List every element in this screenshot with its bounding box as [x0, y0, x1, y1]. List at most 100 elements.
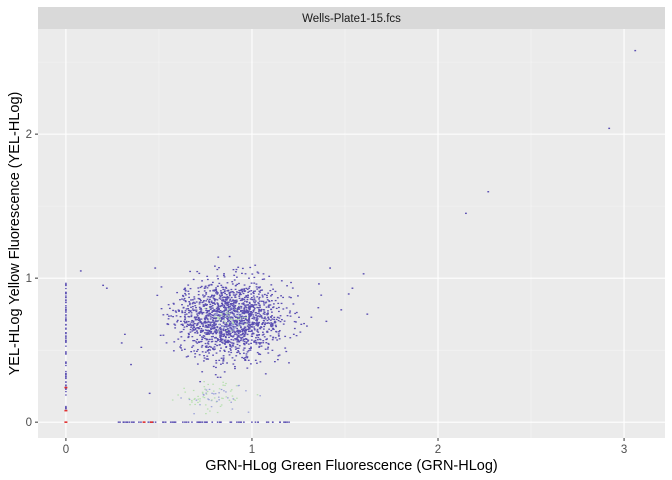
data-point: [230, 346, 233, 348]
data-point: [232, 309, 235, 312]
data-point: [250, 326, 253, 328]
data-point: [201, 280, 203, 282]
data-point: [117, 421, 120, 423]
data-point: [159, 334, 162, 336]
data-point: [264, 322, 267, 324]
data-point: [245, 296, 248, 298]
data-point: [189, 310, 192, 312]
data-point: [219, 326, 222, 329]
data-point: [226, 334, 229, 336]
data-point: [187, 332, 190, 335]
data-point: [181, 323, 184, 325]
data-point: [237, 266, 240, 268]
data-point: [249, 312, 252, 314]
data-point: [219, 336, 222, 338]
data-point: [219, 376, 222, 378]
data-point: [239, 421, 242, 423]
data-point: [195, 310, 198, 313]
data-point: [258, 296, 261, 299]
data-point: [223, 307, 226, 309]
data-point: [250, 293, 253, 295]
data-point: [282, 308, 285, 310]
data-point: [274, 322, 276, 324]
data-point: [225, 346, 228, 348]
data-point: [233, 307, 236, 309]
data-point: [163, 421, 165, 423]
data-point: [220, 363, 222, 365]
data-point: [204, 303, 207, 305]
data-point: [273, 320, 276, 323]
data-point: [239, 325, 242, 327]
data-point: [193, 339, 196, 342]
data-point: [202, 304, 205, 306]
data-point: [191, 399, 193, 402]
data-point: [265, 306, 268, 308]
data-point: [252, 306, 254, 308]
data-point: [191, 319, 194, 322]
data-point: [188, 312, 190, 314]
data-point: [184, 287, 187, 289]
data-point: [267, 346, 270, 348]
data-point: [216, 312, 219, 315]
data-point: [240, 313, 243, 315]
data-point: [217, 396, 220, 398]
data-point: [243, 327, 246, 330]
data-point: [215, 331, 217, 334]
data-point: [201, 392, 204, 394]
data-point: [234, 322, 236, 324]
data-point: [241, 303, 244, 305]
data-point: [236, 329, 239, 332]
data-point: [228, 294, 231, 297]
data-point: [187, 309, 190, 312]
data-point: [209, 322, 212, 324]
data-point: [237, 330, 240, 333]
data-point: [231, 344, 234, 346]
data-point: [257, 323, 260, 326]
data-point: [226, 322, 229, 324]
data-point: [238, 305, 241, 307]
data-point: [193, 298, 196, 300]
data-point: [252, 314, 255, 316]
data-point: [196, 421, 198, 423]
data-point: [222, 317, 225, 320]
data-point: [258, 298, 260, 300]
data-point: [260, 326, 263, 329]
data-point: [214, 393, 217, 395]
data-point: [248, 290, 251, 292]
data-point: [65, 328, 67, 330]
data-point: [273, 316, 276, 319]
data-point: [235, 333, 238, 335]
data-point: [227, 313, 230, 316]
data-point: [202, 296, 205, 298]
data-point: [216, 337, 219, 340]
data-point: [223, 306, 225, 309]
data-point: [231, 311, 233, 313]
data-point: [188, 397, 190, 400]
data-point: [236, 291, 238, 293]
data-point: [171, 421, 174, 423]
data-point: [256, 318, 259, 320]
data-point: [191, 303, 194, 305]
data-point: [211, 399, 213, 401]
data-point: [217, 329, 220, 331]
data-point: [267, 352, 270, 354]
data-point: [325, 320, 328, 323]
data-point: [231, 318, 233, 320]
data-point: [177, 394, 179, 396]
data-point: [207, 331, 210, 333]
data-point: [465, 212, 467, 215]
data-point: [219, 338, 222, 341]
data-point: [251, 324, 254, 326]
data-point: [180, 347, 182, 349]
data-point: [241, 291, 244, 293]
data-point: [203, 290, 206, 292]
data-point: [262, 302, 265, 304]
data-point: [232, 313, 235, 315]
data-point: [140, 421, 142, 423]
data-point: [258, 316, 261, 318]
data-point: [194, 397, 196, 400]
data-point: [247, 326, 250, 328]
data-point: [234, 299, 237, 302]
data-point: [274, 321, 277, 323]
data-point: [244, 273, 247, 275]
